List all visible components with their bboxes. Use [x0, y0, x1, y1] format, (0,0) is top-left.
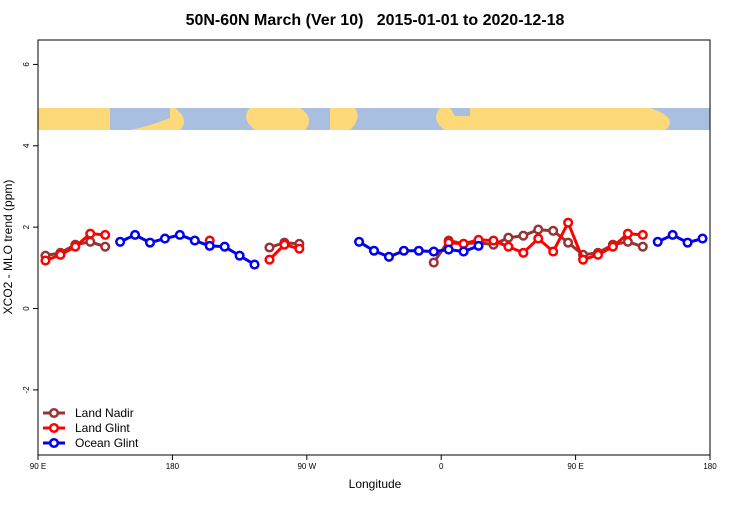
data-point: [249, 259, 260, 270]
data-point: [548, 225, 559, 236]
data-point: [637, 229, 648, 240]
data-point: [115, 236, 126, 247]
data-point: [458, 246, 469, 257]
data-point: [264, 242, 275, 253]
data-point: [518, 230, 529, 241]
data-point: [85, 228, 96, 239]
legend-marker: [48, 437, 60, 449]
data-point: [503, 241, 514, 252]
series: [40, 217, 648, 266]
x-tick-label: 180: [703, 462, 717, 471]
data-point: [428, 257, 439, 268]
y-axis-label: XCO2 - MLO trend (ppm): [1, 180, 15, 315]
plot-frame: [37, 39, 711, 456]
data-point: [100, 241, 111, 252]
legend-marker: [48, 422, 60, 434]
legend-label: Ocean Glint: [75, 436, 139, 450]
x-axis-label: Longitude: [349, 477, 402, 491]
data-point: [40, 255, 51, 266]
data-point: [55, 249, 66, 260]
data-point: [622, 228, 633, 239]
map-strip: [38, 108, 710, 130]
data-point: [294, 243, 305, 254]
data-point: [622, 236, 633, 247]
data-point: [279, 239, 290, 250]
data-point: [234, 250, 245, 261]
data-point: [563, 217, 574, 228]
data-point: [667, 229, 678, 240]
data-point: [458, 238, 469, 249]
data-point: [443, 244, 454, 255]
legend-marker: [48, 407, 60, 419]
y-tick-label: 0: [22, 306, 31, 311]
data-point: [533, 224, 544, 235]
data-point: [518, 247, 529, 258]
data-point: [488, 235, 499, 246]
data-point: [533, 233, 544, 244]
x-tick-label: 90 W: [297, 462, 316, 471]
data-point: [219, 241, 230, 252]
data-point: [563, 237, 574, 248]
data-point: [607, 241, 618, 252]
data-point: [428, 246, 439, 257]
data-point: [130, 229, 141, 240]
data-point: [697, 233, 708, 244]
data-point: [354, 236, 365, 247]
data-point: [637, 241, 648, 252]
data-point: [85, 236, 96, 247]
y-tick-label: 4: [22, 143, 31, 148]
data-point: [398, 245, 409, 256]
series-line: [119, 233, 256, 266]
x-tick-label: 90 E: [30, 462, 46, 471]
data-point: [383, 251, 394, 262]
data-point: [204, 240, 215, 251]
x-tick-label: 0: [439, 462, 444, 471]
series: [115, 229, 708, 270]
data-point: [159, 233, 170, 244]
series-line: [657, 233, 703, 245]
y-tick-label: 2: [22, 224, 31, 229]
legend-label: Land Glint: [75, 421, 130, 435]
data-point: [264, 254, 275, 265]
data-point: [652, 236, 663, 247]
x-tick-label: 90 E: [567, 462, 583, 471]
x-tick-label: 180: [166, 462, 180, 471]
data-point: [682, 237, 693, 248]
data-point: [174, 229, 185, 240]
data-point: [473, 240, 484, 251]
data-point: [413, 245, 424, 256]
data-point: [70, 241, 81, 252]
chart-title: 50N-60N March (Ver 10) 2015-01-01 to 202…: [186, 12, 565, 29]
data-point: [578, 254, 589, 265]
data-point: [548, 246, 559, 257]
data-point: [100, 229, 111, 240]
data-point: [592, 249, 604, 260]
y-tick-label: 6: [22, 62, 31, 67]
data-point: [503, 232, 514, 243]
data-point: [368, 245, 380, 256]
data-point: [189, 235, 200, 246]
y-tick-label: -2: [22, 386, 31, 394]
data-point: [144, 237, 156, 248]
legend-label: Land Nadir: [75, 406, 134, 420]
